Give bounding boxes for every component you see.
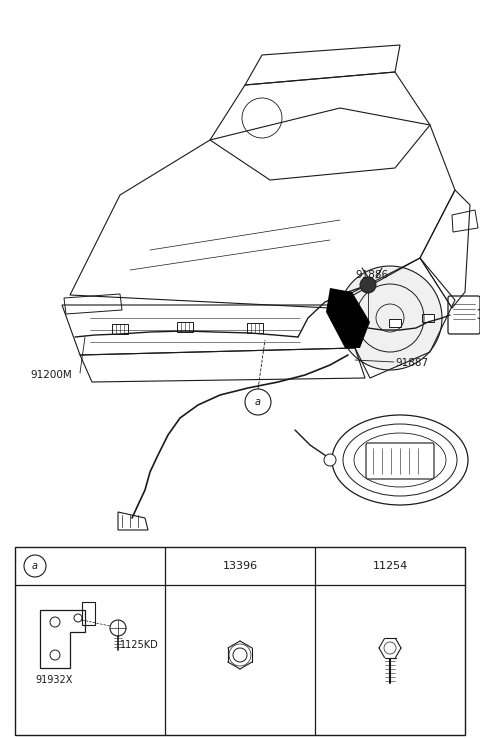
Bar [389,319,401,327]
Bar [15,547,465,735]
Ellipse shape [332,415,468,505]
Text: 91932X: 91932X [35,675,72,685]
Text: 91200M: 91200M [30,370,72,380]
Circle shape [324,454,336,466]
Polygon shape [326,288,370,348]
Circle shape [360,277,376,293]
Bar [247,323,263,333]
Text: a: a [32,561,38,571]
FancyBboxPatch shape [366,443,434,479]
FancyBboxPatch shape [448,296,480,334]
Circle shape [338,266,442,370]
Bar [422,314,434,322]
Bar [177,322,193,332]
Text: 11254: 11254 [372,561,408,571]
Text: 91886: 91886 [355,270,388,280]
Text: 1125KD: 1125KD [120,640,159,650]
Text: 13396: 13396 [222,561,258,571]
Circle shape [110,620,126,636]
Bar [112,324,128,334]
Text: 91887: 91887 [395,358,428,368]
Text: a: a [255,397,261,407]
